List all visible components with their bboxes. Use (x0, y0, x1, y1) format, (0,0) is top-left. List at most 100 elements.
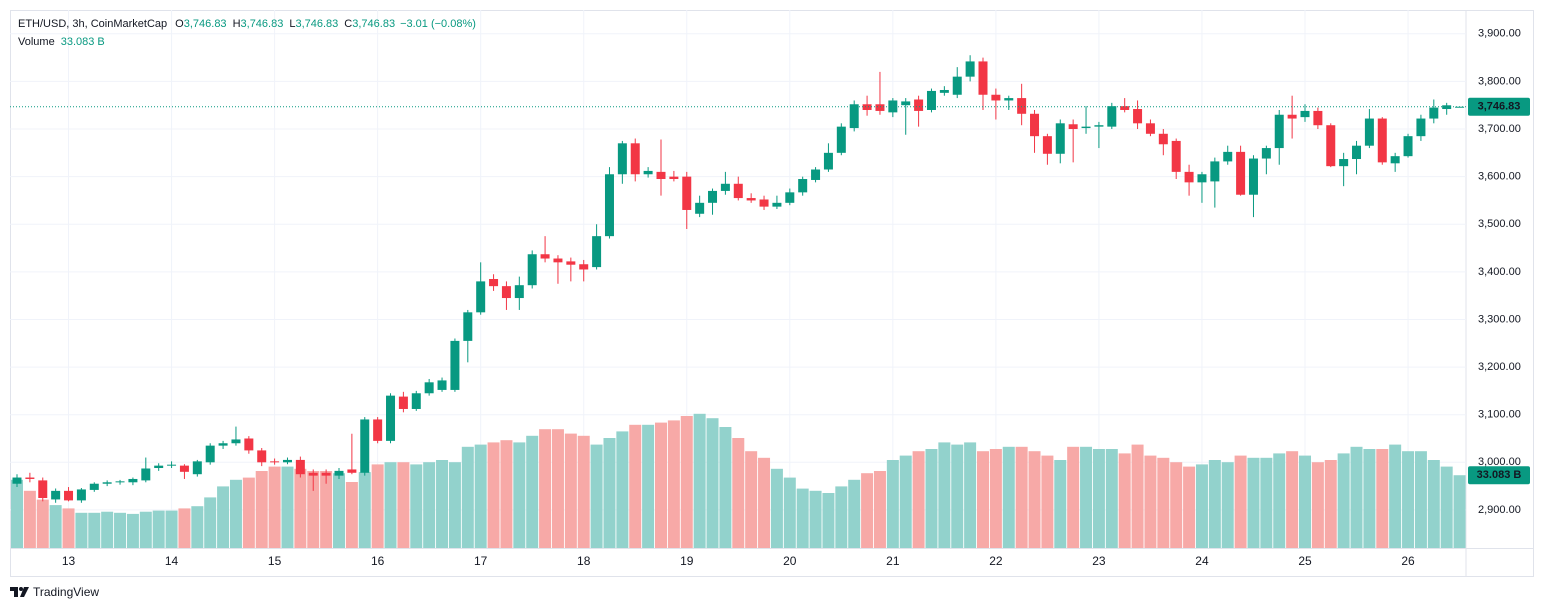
candle-body (360, 419, 370, 473)
y-tick-label: 3,800.00 (1478, 75, 1521, 87)
volume-bar (62, 508, 75, 548)
volume-bar (603, 438, 616, 548)
volume-bar (655, 422, 667, 548)
volume-bar (191, 506, 204, 548)
candle-body (849, 104, 859, 129)
volume-value: 33.083 B (61, 36, 105, 48)
candle-body (257, 450, 267, 463)
volume-bar (577, 435, 590, 548)
volume-bar (242, 477, 255, 548)
candle-body (25, 477, 35, 479)
candle-body (192, 461, 202, 475)
candle-body (51, 490, 61, 500)
volume-bar (680, 416, 693, 548)
candle-body (373, 419, 383, 441)
candle-body (798, 179, 808, 193)
last-price-tag (1468, 97, 1530, 116)
volume-bar (1015, 446, 1028, 548)
volume-bar (23, 490, 36, 548)
brand-logo (10, 587, 29, 597)
candle-body (811, 169, 821, 180)
volume-title: Volume (18, 36, 55, 48)
candle-body (1339, 159, 1349, 167)
legend-header: ETH/USD, 3h, CoinMarketCap O3,746.83 H3,74… (18, 18, 476, 30)
candle-body (1326, 125, 1336, 167)
candle-body (656, 171, 666, 180)
x-tick-label: 15 (268, 554, 282, 568)
volume-bar (423, 462, 436, 548)
volume-bar (1260, 457, 1273, 548)
candle-body (965, 61, 975, 77)
candle-body (270, 461, 280, 463)
volume-bar (1247, 457, 1260, 548)
x-tick-label: 24 (1195, 554, 1209, 568)
volume-bar (268, 466, 281, 548)
volume-bar (1221, 462, 1234, 548)
volume-bar (1402, 451, 1415, 548)
candle-body (682, 176, 692, 210)
y-tick-label: 3,300.00 (1478, 313, 1521, 325)
volume-bar (101, 511, 114, 548)
legend-key: H (233, 18, 241, 30)
candle-body (89, 483, 99, 490)
volume-bar (1028, 451, 1041, 548)
candle-body (321, 472, 331, 476)
candle-body (1094, 125, 1104, 127)
x-tick-label: 20 (783, 554, 797, 568)
volume-bar (1105, 449, 1118, 548)
candle-body (875, 104, 885, 111)
candle-body (218, 443, 228, 446)
volume-bar (822, 493, 835, 548)
candle-body (926, 90, 936, 110)
candle-body (630, 143, 640, 175)
volume-bar (719, 427, 732, 548)
candle-body (308, 472, 318, 476)
volume-bar (667, 420, 680, 548)
brand-name: TradingView (33, 585, 99, 599)
candle-body (772, 202, 782, 207)
candle-body (669, 176, 679, 180)
volume-bar (1337, 453, 1350, 548)
candle-body (476, 281, 486, 313)
y-tick-label: 3,700.00 (1478, 123, 1521, 135)
volume-bar (320, 471, 333, 548)
volume-bar (1453, 475, 1466, 548)
volume-bar (345, 482, 358, 548)
candle-body (643, 170, 653, 175)
candle-body (1081, 126, 1091, 129)
volume-bar (1414, 451, 1427, 548)
candle-body (695, 202, 705, 214)
volume-bar (1363, 449, 1376, 548)
volume-bar (1144, 455, 1157, 548)
candle-body (978, 61, 988, 95)
x-tick-label: 17 (474, 554, 488, 568)
volume-bar (1389, 444, 1402, 548)
volume-bar (1311, 462, 1324, 548)
volume-bar (629, 424, 642, 548)
x-tick-label: 16 (371, 554, 385, 568)
volume-bar (809, 490, 822, 548)
volume-bar (861, 473, 874, 548)
candle-body (1197, 174, 1207, 183)
volume-bar (848, 479, 861, 548)
volume-bar (333, 473, 345, 548)
volume-bar (1002, 446, 1015, 548)
volume-bar (1376, 449, 1389, 548)
candle-body (334, 470, 344, 476)
candle-body (295, 459, 305, 475)
candle-body (733, 183, 743, 199)
legend-key: C (344, 18, 352, 30)
volume-bar (886, 460, 899, 548)
y-tick-label: 2,900.00 (1478, 504, 1521, 516)
volume-bar (1286, 451, 1299, 548)
y-tick-label: 3,200.00 (1478, 361, 1521, 373)
last-volume-label: 33.083 B (1477, 469, 1522, 481)
legend-key: L (289, 18, 295, 30)
volume-bar (989, 449, 1002, 548)
candle-body (167, 464, 177, 466)
volume-bar (410, 464, 423, 548)
candle-body (1017, 98, 1027, 114)
candle-body (514, 285, 524, 299)
candle-body (1133, 109, 1143, 124)
candle-body (1158, 133, 1168, 145)
